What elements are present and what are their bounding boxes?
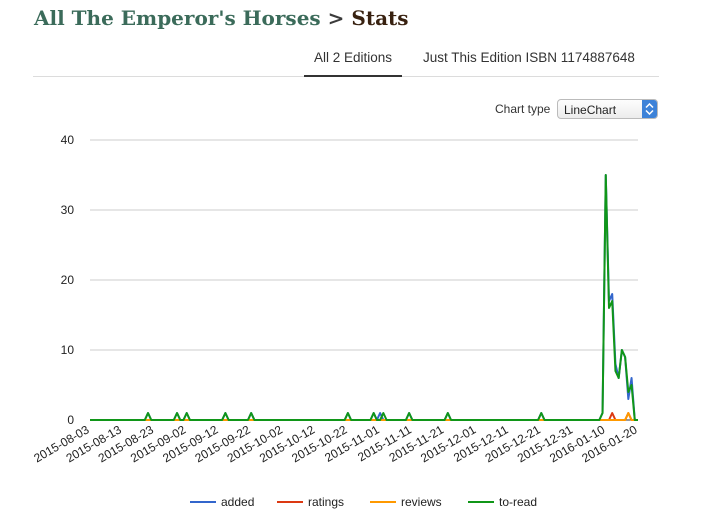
y-tick-label: 40	[61, 133, 75, 147]
y-tick-label: 10	[61, 343, 75, 357]
legend-label: added	[221, 495, 255, 509]
book-title-link[interactable]: All The Emperor's Horses	[34, 6, 321, 30]
legend-label: to-read	[499, 495, 538, 509]
legend-swatch	[190, 501, 216, 503]
chart-type-label: Chart type	[495, 102, 551, 116]
legend-swatch	[468, 501, 494, 503]
tab-all-editions[interactable]: All 2 Editions	[304, 50, 402, 77]
series-line-reviews	[90, 412, 638, 421]
title-separator: >	[327, 6, 345, 30]
legend-item-reviews[interactable]: reviews	[370, 495, 442, 509]
chart-type-select[interactable]: LineChart	[557, 99, 658, 119]
y-tick-label: 30	[61, 203, 75, 217]
y-tick-label: 0	[67, 413, 74, 427]
legend-item-ratings[interactable]: ratings	[277, 495, 344, 509]
page-heading-stats: Stats	[351, 6, 409, 30]
legend-swatch	[370, 501, 396, 503]
legend-label: reviews	[401, 495, 442, 509]
series-line-to-read	[90, 174, 638, 421]
series-line-added	[90, 174, 638, 421]
legend-swatch	[277, 501, 303, 503]
tab-this-edition[interactable]: Just This Edition ISBN 1174887648	[423, 50, 635, 65]
edition-tabs: All 2 Editions Just This Edition ISBN 11…	[33, 46, 659, 77]
y-tick-label: 20	[61, 273, 75, 287]
legend-item-to-read[interactable]: to-read	[468, 495, 537, 509]
updown-arrow-icon	[642, 100, 657, 118]
legend-label: ratings	[308, 495, 345, 509]
series-line-ratings	[90, 412, 638, 421]
page-title: All The Emperor's Horses > Stats	[34, 6, 409, 30]
legend-item-added[interactable]: added	[190, 495, 254, 509]
chart-type-value: LineChart	[564, 103, 617, 117]
